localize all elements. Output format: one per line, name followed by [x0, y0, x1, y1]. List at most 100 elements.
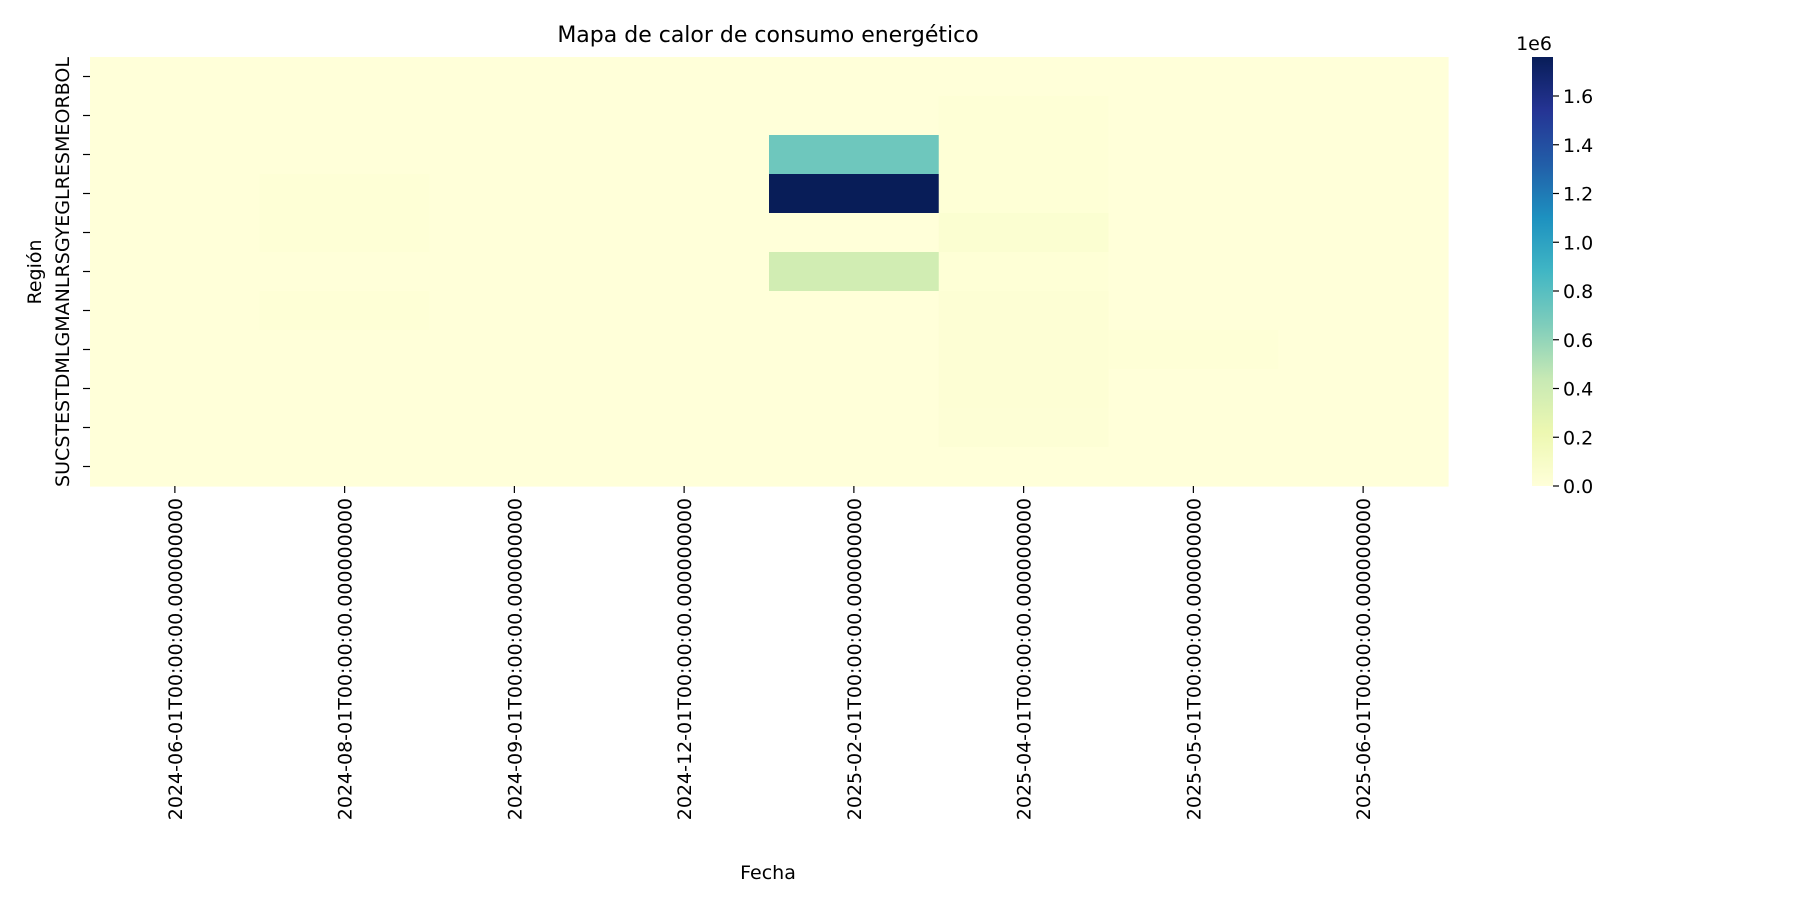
heatmap-cell [599, 447, 770, 487]
heatmap-cell [259, 408, 431, 448]
heatmap-cell [90, 135, 261, 175]
heatmap-cell [1278, 57, 1449, 97]
heatmap-cell [429, 369, 600, 409]
heatmap-cell [769, 57, 940, 97]
heatmap-cell [769, 408, 940, 448]
heatmap-cell [1278, 408, 1449, 448]
heatmap-cell [90, 174, 261, 214]
heatmap-cell [1278, 330, 1449, 370]
heatmap-cell [90, 96, 261, 136]
heatmap-cell [599, 57, 770, 97]
heatmap-cell [599, 96, 770, 136]
heatmap-cell [599, 330, 770, 370]
colorbar-tick-label: 0.4 [1563, 379, 1593, 401]
heatmap-cell [90, 408, 261, 448]
heatmap-cell [259, 291, 431, 331]
heatmap-cell [938, 291, 1110, 331]
heatmap-cell [938, 174, 1110, 214]
heatmap-cell [90, 213, 261, 253]
heatmap-cell [1108, 447, 1279, 487]
heatmap-cell [259, 174, 431, 214]
heatmap-cell [1108, 174, 1279, 214]
x-tick-label: 2024-09-01T00:00:00.000000000 [504, 498, 526, 820]
heatmap-cell [1108, 96, 1279, 136]
colorbar-tick-label: 0.0 [1563, 476, 1593, 498]
colorbar-tick-label: 0.6 [1563, 330, 1593, 352]
colorbar-offset-label: 1e6 [1516, 33, 1552, 55]
heatmap-cell [938, 252, 1110, 292]
heatmap-cell [1278, 135, 1449, 175]
heatmap-cell [429, 330, 600, 370]
y-axis-label: Región [24, 239, 46, 304]
heatmap-cell [599, 369, 770, 409]
heatmap-cell [1278, 252, 1449, 292]
colorbar-tick-label: 1.0 [1563, 232, 1593, 254]
heatmap-cell [90, 369, 261, 409]
heatmap-cell [90, 330, 261, 370]
heatmap-cell [1108, 330, 1279, 370]
heatmap-cell [938, 96, 1110, 136]
heatmap-cell [1278, 96, 1449, 136]
heatmap-cell [429, 252, 600, 292]
heatmap-cell [938, 135, 1110, 175]
heatmap-cell [938, 213, 1110, 253]
heatmap-cell [1108, 408, 1279, 448]
heatmap-cell [1108, 135, 1279, 175]
heatmap-cell [429, 96, 600, 136]
heatmap-cell [259, 135, 431, 175]
heatmap-cell [259, 330, 431, 370]
heatmap-cell [90, 447, 261, 487]
heatmap-cell [769, 369, 940, 409]
heatmap-cell [90, 57, 261, 97]
heatmap-cell [769, 291, 940, 331]
heatmap-cell [429, 408, 600, 448]
heatmap-cell [599, 252, 770, 292]
heatmap-cell [1108, 252, 1279, 292]
colorbar-tick-label: 1.2 [1563, 184, 1593, 206]
heatmap-cell [259, 57, 431, 97]
chart-title: Mapa de calor de consumo energético [557, 23, 978, 48]
heatmap-cell [769, 330, 940, 370]
x-tick-label: 2024-12-01T00:00:00.000000000 [674, 498, 696, 820]
heatmap-cell [769, 213, 940, 253]
heatmap-cell [1108, 57, 1279, 97]
x-tick-label: 2025-02-01T00:00:00.000000000 [844, 498, 866, 820]
heatmap-cell [1278, 174, 1449, 214]
heatmap-cell [938, 408, 1110, 448]
heatmap-cell [1278, 369, 1449, 409]
heatmap-cell [769, 96, 940, 136]
heatmap-cell [1108, 213, 1279, 253]
heatmap-cell [429, 57, 600, 97]
heatmap-cell [429, 447, 600, 487]
heatmap-cell [938, 330, 1110, 370]
heatmap-cell [599, 135, 770, 175]
heatmap-cell [938, 369, 1110, 409]
x-tick-label: 2024-06-01T00:00:00.000000000 [165, 498, 187, 820]
heatmap-cell [90, 291, 261, 331]
heatmap-cell [429, 174, 600, 214]
heatmap-cell [1108, 291, 1279, 331]
heatmap-cell [1278, 291, 1449, 331]
heatmap-cell [429, 213, 600, 253]
heatmap-cell [599, 408, 770, 448]
colorbar [1532, 57, 1553, 486]
heatmap-cell [938, 57, 1110, 97]
heatmap-cell [769, 135, 940, 175]
x-tick-label: 2025-04-01T00:00:00.000000000 [1014, 498, 1036, 820]
heatmap-cell [1108, 369, 1279, 409]
y-axis: SUCSTESTDMLGMANLRSGYEGLRESMEORBOL [52, 57, 90, 487]
colorbar-tick-label: 1.6 [1563, 86, 1593, 108]
heatmap-cell [769, 174, 940, 214]
colorbar-tick-label: 0.8 [1563, 281, 1593, 303]
heatmap-cell [259, 447, 431, 487]
heatmap-cell [259, 369, 431, 409]
heatmap-cell [90, 252, 261, 292]
y-tick-labels: SUCSTESTDMLGMANLRSGYEGLRESMEORBOL [52, 57, 74, 487]
heatmap-cell [599, 291, 770, 331]
heatmap-cell [599, 213, 770, 253]
heatmap-cell [1278, 447, 1449, 487]
x-tick-label: 2025-06-01T00:00:00.000000000 [1353, 498, 1375, 820]
heatmap-cell [259, 213, 431, 253]
heatmap-cell [938, 447, 1110, 487]
